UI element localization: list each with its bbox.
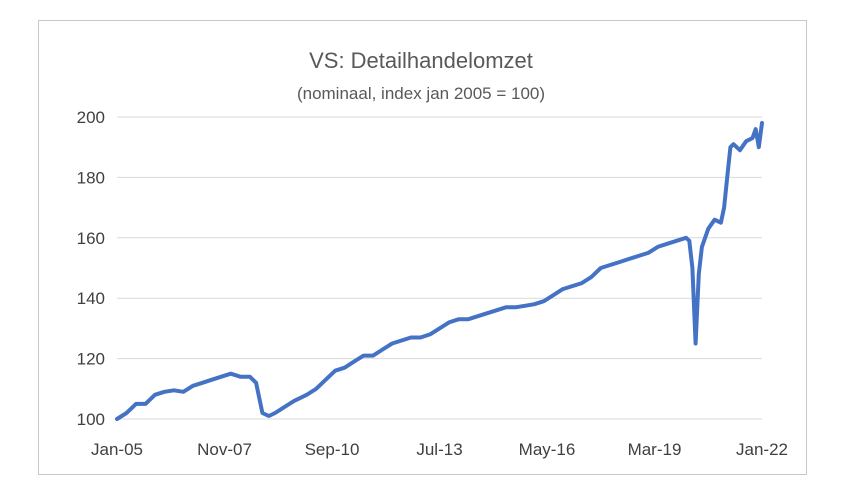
y-tick-label: 100 bbox=[77, 410, 105, 429]
chart-canvas: VS: Detailhandelomzet (nominaal, index j… bbox=[77, 48, 788, 459]
y-tick-label: 120 bbox=[77, 350, 105, 369]
y-tick-label: 180 bbox=[77, 168, 105, 187]
x-tick-label: Mar-19 bbox=[628, 440, 682, 459]
x-tick-label: Jan-22 bbox=[736, 440, 788, 459]
gridlines bbox=[117, 116, 762, 420]
chart-frame: VS: Detailhandelomzet (nominaal, index j… bbox=[38, 20, 807, 475]
y-tick-label: 160 bbox=[77, 229, 105, 248]
x-tick-label: Jan-05 bbox=[91, 440, 143, 459]
series-line bbox=[115, 121, 764, 421]
y-axis-ticks: 100 120 140 160 180 200 bbox=[77, 108, 105, 429]
y-tick-label: 200 bbox=[77, 108, 105, 127]
x-tick-label: Jul-13 bbox=[416, 440, 462, 459]
y-tick-label: 140 bbox=[77, 289, 105, 308]
x-axis-ticks: Jan-05 Nov-07 Sep-10 Jul-13 May-16 Mar-19 Jan-… bbox=[91, 440, 788, 459]
chart-subtitle: (nominaal, index jan 2005 = 100) bbox=[297, 84, 545, 103]
x-tick-label: Sep-10 bbox=[305, 440, 360, 459]
x-tick-label: Nov-07 bbox=[197, 440, 252, 459]
chart-title: VS: Detailhandelomzet bbox=[309, 48, 533, 73]
x-tick-label: May-16 bbox=[519, 440, 576, 459]
